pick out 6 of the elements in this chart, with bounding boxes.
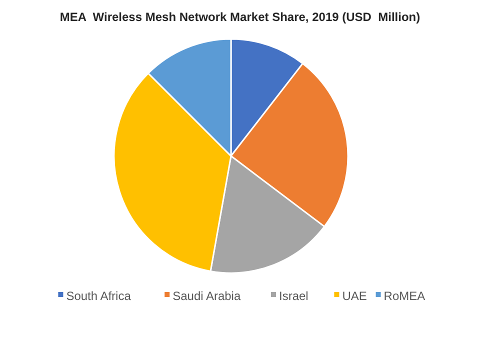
legend-label: UAE: [342, 289, 367, 304]
chart-title: MEA Wireless Mesh Network Market Share, 2019 (USD Million): [60, 10, 420, 24]
legend-label: RoMEA: [384, 289, 426, 304]
legend-label: Israel: [279, 289, 308, 304]
legend-label: Saudi Arabia: [172, 289, 241, 304]
legend-label: South Africa: [66, 289, 132, 304]
